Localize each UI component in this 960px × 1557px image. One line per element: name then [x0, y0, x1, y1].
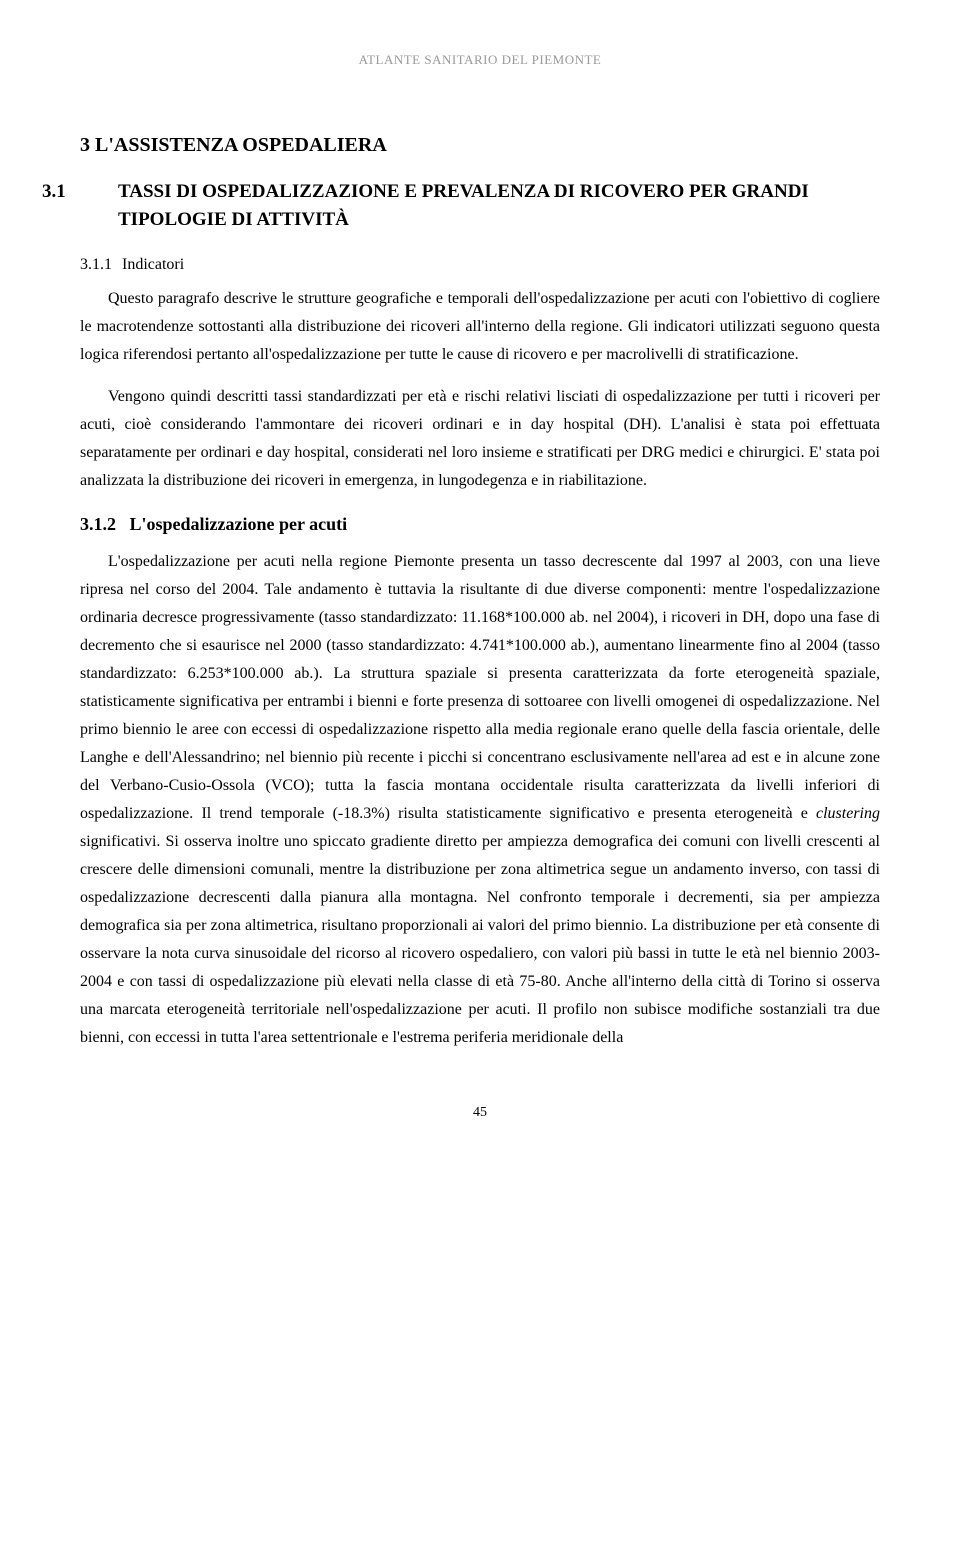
- page-number: 45: [80, 1102, 880, 1123]
- subsubsection-title: Indicatori: [122, 256, 184, 273]
- subsubsection-311: 3.1.1 Indicatori: [80, 253, 880, 277]
- subsubsection-312-title: L'ospedalizzazione per acuti: [130, 514, 348, 534]
- paragraph-1: Questo paragrafo descrive le strutture g…: [80, 285, 880, 369]
- subsubsection-312-number: 3.1.2: [80, 514, 116, 534]
- subsubsection-312: 3.1.2 L'ospedalizzazione per acuti: [80, 511, 880, 538]
- paragraph-3: L'ospedalizzazione per acuti nella regio…: [80, 548, 880, 1052]
- subsection-number: 3.1: [80, 178, 118, 207]
- section-title: 3 L'ASSISTENZA OSPEDALIERA: [80, 130, 880, 160]
- subsection-text: TASSI DI OSPEDALIZZAZIONE E PREVALENZA D…: [118, 181, 809, 231]
- document-header: ATLANTE SANITARIO DEL PIEMONTE: [80, 50, 880, 70]
- paragraph-3-part1: L'ospedalizzazione per acuti nella regio…: [80, 553, 880, 822]
- subsection-title: 3.1TASSI DI OSPEDALIZZAZIONE E PREVALENZ…: [80, 178, 880, 235]
- subsubsection-number: 3.1.1: [80, 256, 112, 273]
- paragraph-2: Vengono quindi descritti tassi standardi…: [80, 383, 880, 495]
- paragraph-3-italic: clustering: [816, 805, 880, 822]
- paragraph-3-part2: significativi. Si osserva inoltre uno sp…: [80, 833, 880, 1046]
